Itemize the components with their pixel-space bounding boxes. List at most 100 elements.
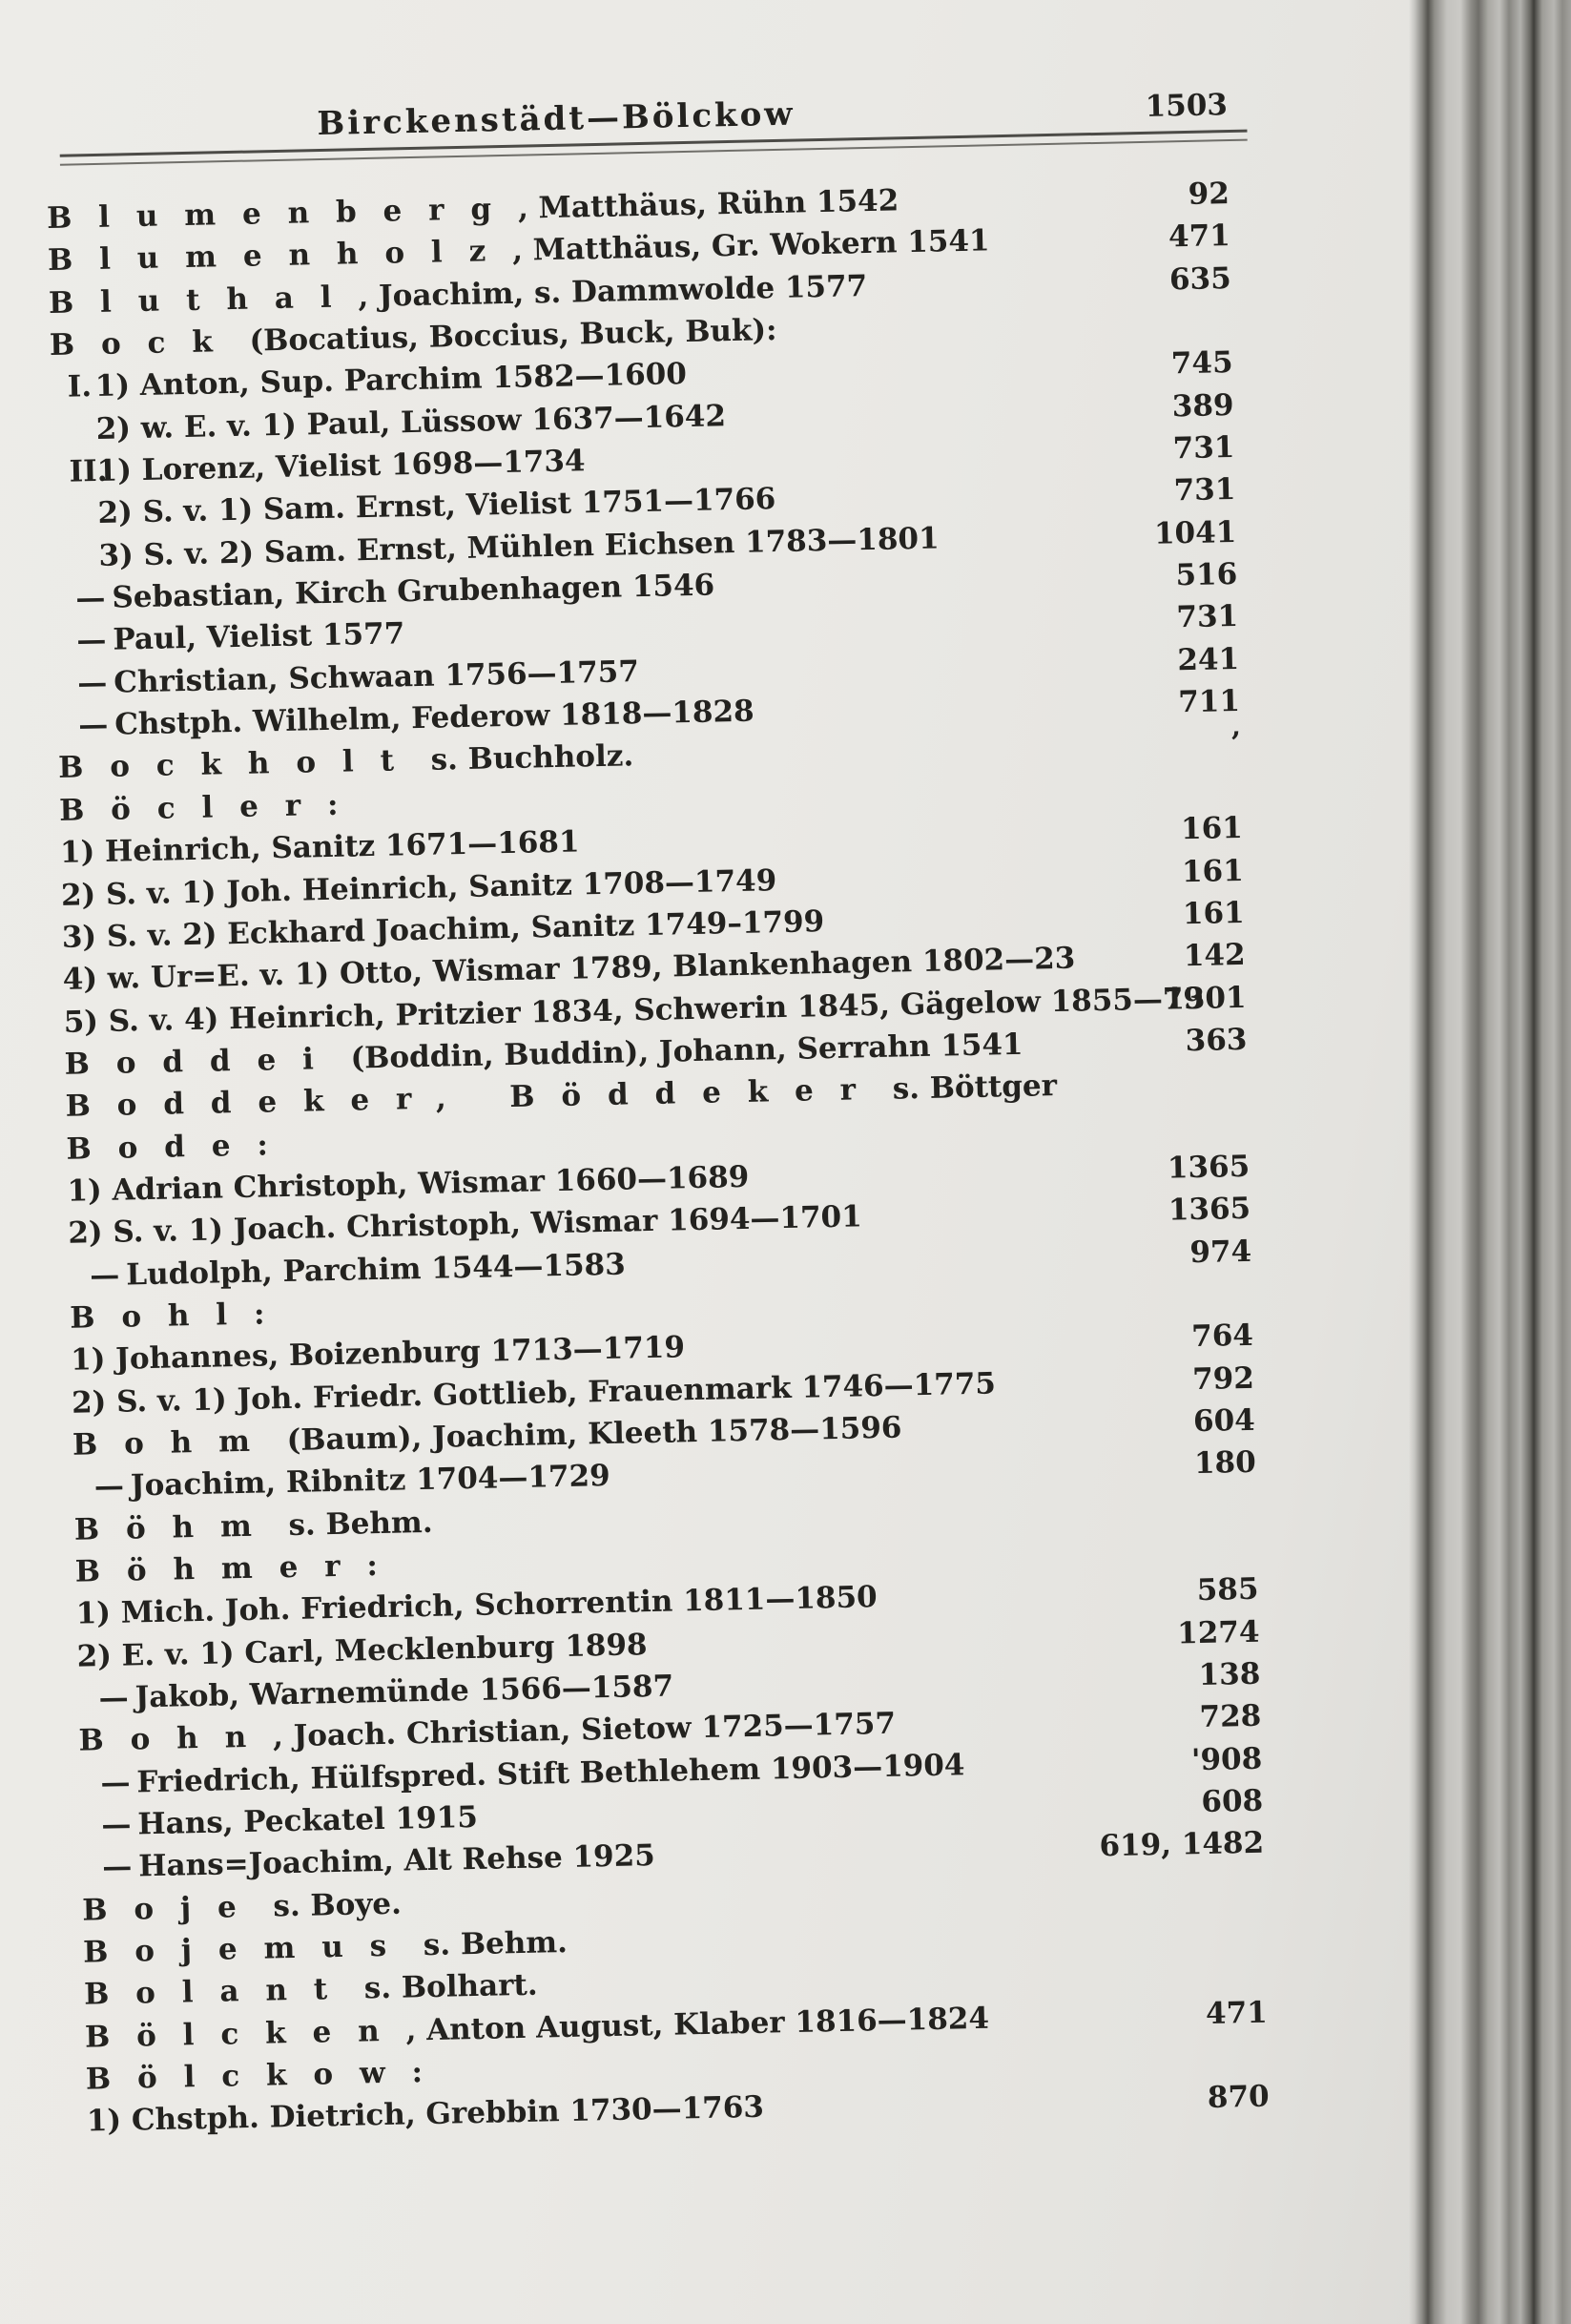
entry-surname: Böhm <box>73 1507 279 1547</box>
entry-prefix: — <box>100 1765 131 1800</box>
entry-body: 1) Lorenz, Vielist 1698—1734 <box>96 444 586 488</box>
entry-prefix <box>53 523 98 524</box>
entry-page-number: 1301 <box>1163 980 1247 1017</box>
entry-rest-text: s. Bolhart. <box>353 1968 538 2007</box>
entry-page-number: 1274 <box>1176 1614 1260 1651</box>
entry-body: Boje s. Boye. <box>82 1886 402 1927</box>
entry-page-number: 585 <box>1196 1572 1259 1608</box>
entry-page-number: '908 <box>1190 1741 1263 1777</box>
entry-body: Ludolph, Parchim 1544—1583 <box>126 1247 626 1292</box>
entry-body: Bolant s. Bolhart. <box>84 1968 538 2012</box>
entry-surname: Böhmer: <box>74 1547 405 1589</box>
entry-page-number: 142 <box>1183 938 1246 974</box>
entry-rest-text: Hans, Peckatel 1915 <box>137 1799 479 1842</box>
entry-body: Paul, Vielist 1577 <box>113 617 405 657</box>
entry-page-number: 92 <box>1188 176 1230 212</box>
entry-rest-text: (Bocatius, Boccius, Buck, Buk): <box>238 313 777 359</box>
entry-body: Böhmer: <box>74 1547 404 1588</box>
entry-prefix: — <box>101 1807 132 1843</box>
entry-page-number: 974 <box>1189 1234 1252 1270</box>
entry-page-number: 711 <box>1177 684 1241 720</box>
entry-surname: Böcler: <box>58 786 365 828</box>
entry-body: 1) Heinrich, Sanitz 1671—1681 <box>60 825 580 870</box>
entry-surname: Bluthal <box>48 279 359 321</box>
entry-page-number: 241 <box>1176 641 1240 678</box>
entry-surname: Bode: <box>66 1127 296 1167</box>
entry-page-number: 604 <box>1192 1402 1256 1440</box>
entry-page-number: 870 <box>1207 2080 1271 2116</box>
entry-rest-text: , Matthäus, Gr. Wokern 1541 <box>511 223 990 269</box>
entry-rest-text: 1) Heinrich, Sanitz 1671—1681 <box>59 824 580 871</box>
book-gutter-shadow <box>1409 0 1571 2324</box>
entry-page-number: 389 <box>1171 387 1234 425</box>
entry-page-number: 1041 <box>1153 514 1237 551</box>
entry-page-number: 731 <box>1173 472 1236 508</box>
entry-prefix <box>54 566 99 567</box>
entry-surname: Bohl: <box>69 1296 292 1336</box>
entry-body: Christian, Schwaan 1756—1757 <box>114 654 639 700</box>
entry-surname: Bölckow: <box>85 2054 450 2097</box>
entry-page-number: 619, 1482 <box>1099 1826 1265 1864</box>
entry-surname: Blumenholz <box>47 234 513 279</box>
entry-prefix: — <box>93 1468 125 1504</box>
entry-rest-text: 1) Lorenz, Vielist 1698—1734 <box>96 444 586 489</box>
entry-prefix: — <box>77 707 109 743</box>
entry-body: Bohl: <box>70 1297 292 1336</box>
entry-body: Bölckow: <box>86 2055 450 2097</box>
entry-page-number: 161 <box>1180 811 1244 847</box>
entry-page-number: 608 <box>1201 1783 1264 1820</box>
entry-page-number: 516 <box>1175 557 1238 593</box>
entry-body: Hans=Joachim, Alt Rehse 1925 <box>138 1838 655 1883</box>
entry-prefix: — <box>98 1680 129 1716</box>
entry-rest-text: Paul, Vielist 1577 <box>113 616 405 658</box>
entry-prefix: I. <box>67 369 93 405</box>
entry-rest-text: s. Boye. <box>262 1886 403 1924</box>
entry-page-number: 731 <box>1176 599 1239 635</box>
entry-surname: Bock <box>49 323 240 363</box>
entry-surname: Bölcken <box>84 2013 406 2055</box>
entry-rest-text: s. Behm. <box>412 1925 568 1963</box>
entry-body: Böhm s. Behm. <box>74 1504 433 1546</box>
entry-page-number: 635 <box>1168 260 1232 298</box>
entry-page-number: 138 <box>1198 1656 1261 1693</box>
entry-body: Hans, Peckatel 1915 <box>137 1800 478 1841</box>
entry-rest-text: s. Buchholz. <box>420 738 634 778</box>
entry-prefix: — <box>89 1257 120 1293</box>
entry-body: Böcler: <box>59 787 365 828</box>
entry-page-number: 1365 <box>1168 1192 1251 1228</box>
entry-rest-text: s. Böttger <box>881 1069 1058 1108</box>
entry-page-number: 764 <box>1190 1318 1254 1355</box>
entry-prefix: — <box>101 1849 133 1885</box>
entry-surname: Bockholt <box>57 743 422 786</box>
entry-rest-text: Joachim, Ribnitz 1704—1729 <box>130 1459 611 1504</box>
entry-page-number: 731 <box>1172 430 1235 467</box>
entry-rest-text: Ludolph, Parchim 1544—1583 <box>125 1247 627 1293</box>
entry-rest-text: , Joachim, s. Dammwolde 1577 <box>358 268 868 314</box>
entry-surname: Bojemus <box>82 1928 414 1970</box>
entry-page-number: 1365 <box>1167 1149 1251 1186</box>
entry-rest-text: Jakob, Warnemünde 1566—1587 <box>134 1669 674 1715</box>
entry-rest-text: s. Behm. <box>278 1504 433 1543</box>
entry-body: Jakob, Warnemünde 1566—1587 <box>134 1670 673 1715</box>
entry-rest-text: , Matthäus, Rühn 1542 <box>517 183 899 226</box>
entry-page-number: ’ <box>1230 726 1242 761</box>
entry-body: Bode: <box>66 1127 295 1166</box>
entry-surname: Bohn <box>78 1719 274 1759</box>
entry-prefix: II. <box>69 453 108 489</box>
entry-page-number: 471 <box>1168 218 1231 255</box>
entry-surname: Blumenberg <box>46 191 519 236</box>
entry-page-number: 363 <box>1185 1022 1248 1059</box>
index-entries: Blumenberg, Matthäus, Rühn 1542 92 Blume… <box>47 175 1270 2145</box>
entry-prefix: — <box>75 580 106 616</box>
entry-surname: Boje <box>81 1889 264 1928</box>
entry-surname: Bolant <box>83 1972 355 2013</box>
entry-prefix: — <box>76 665 108 701</box>
entry-page-number: 792 <box>1191 1360 1255 1397</box>
entry-prefix <box>52 439 96 440</box>
entry-page-number: 161 <box>1181 853 1245 889</box>
entry-rest-text: Hans=Joachim, Alt Rehse 1925 <box>137 1838 656 1884</box>
entry-body: Joachim, Ribnitz 1704—1729 <box>131 1459 610 1504</box>
entry-page-number: 161 <box>1182 895 1246 932</box>
